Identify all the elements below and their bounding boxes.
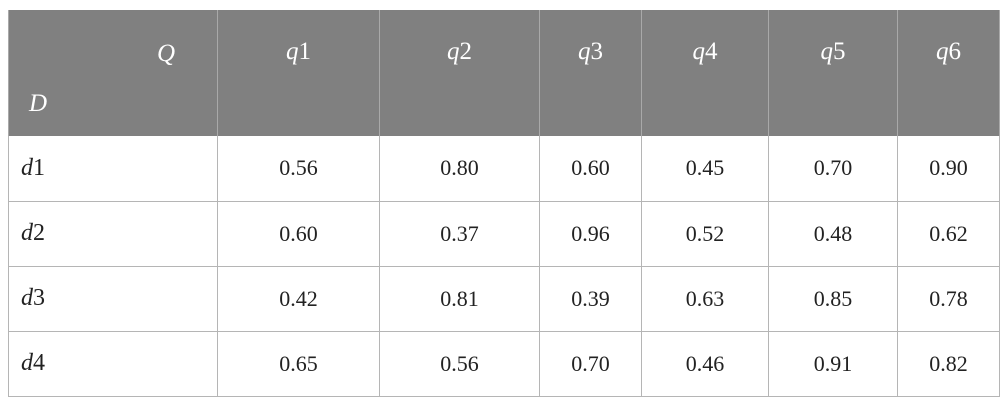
table-cell: 0.62 xyxy=(897,200,1000,267)
column-var: q xyxy=(286,38,299,65)
table-cell: 0.70 xyxy=(539,330,642,397)
table-cell: 0.52 xyxy=(641,200,769,267)
column-var: q xyxy=(578,38,591,65)
table-row-d3: d3 0.42 0.81 0.39 0.63 0.85 0.78 xyxy=(8,265,1000,332)
table-cell: 0.39 xyxy=(539,265,642,332)
column-index: 1 xyxy=(298,38,312,65)
column-header-q4: q4 xyxy=(641,10,769,136)
row-var: d xyxy=(21,154,33,181)
table-cell: 0.96 xyxy=(539,200,642,267)
column-index: 6 xyxy=(948,38,962,65)
column-header-q3: q3 xyxy=(539,10,642,136)
column-header-q1: q1 xyxy=(217,10,380,136)
header-row: Q D q1 q2 q3 q4 q5 q6 xyxy=(8,10,1000,136)
table-cell: 0.56 xyxy=(217,136,380,202)
table-cell: 0.63 xyxy=(641,265,769,332)
table-cell: 0.91 xyxy=(768,330,898,397)
row-index: 2 xyxy=(33,220,45,246)
column-header-q6: q6 xyxy=(897,10,1000,136)
column-index: 5 xyxy=(833,38,846,65)
column-index: 2 xyxy=(459,38,473,65)
table-cell: 0.90 xyxy=(897,136,1000,202)
table-cell: 0.56 xyxy=(379,330,540,397)
column-index: 4 xyxy=(705,38,718,65)
column-var: q xyxy=(936,38,949,65)
table-cell: 0.45 xyxy=(641,136,769,202)
row-index: 3 xyxy=(33,285,45,311)
table-cell: 0.70 xyxy=(768,136,898,202)
table-cell: 0.82 xyxy=(897,330,1000,397)
table-cell: 0.65 xyxy=(217,330,380,397)
row-header-d2: d2 xyxy=(8,200,218,267)
table-cell: 0.60 xyxy=(539,136,642,202)
table-row-d2: d2 0.60 0.37 0.96 0.52 0.48 0.62 xyxy=(8,200,1000,267)
row-header-d4: d4 xyxy=(8,330,218,397)
corner-q-label: Q xyxy=(156,40,175,67)
column-header-q5: q5 xyxy=(768,10,898,136)
row-var: d xyxy=(21,220,33,246)
table-cell: 0.80 xyxy=(379,136,540,202)
table-cell: 0.60 xyxy=(217,200,380,267)
column-index: 3 xyxy=(590,38,604,65)
corner-d-label: D xyxy=(29,90,48,117)
corner-header-cell: Q D xyxy=(8,10,218,136)
column-var: q xyxy=(447,38,460,65)
table-cell: 0.37 xyxy=(379,200,540,267)
table-row-d4: d4 0.65 0.56 0.70 0.46 0.91 0.82 xyxy=(8,330,1000,397)
row-index: 4 xyxy=(33,350,45,376)
table-cell: 0.85 xyxy=(768,265,898,332)
row-header-d1: d1 xyxy=(8,136,218,202)
table-cell: 0.42 xyxy=(217,265,380,332)
table-cell: 0.78 xyxy=(897,265,1000,332)
table-cell: 0.48 xyxy=(768,200,898,267)
row-index: 1 xyxy=(33,154,45,181)
column-var: q xyxy=(820,38,834,65)
table-cell: 0.81 xyxy=(379,265,540,332)
similarity-table: Q D q1 q2 q3 q4 q5 q6 d1 0.56 0.80 0.60 … xyxy=(8,10,1000,397)
row-var: d xyxy=(21,285,33,311)
table-row-d1: d1 0.56 0.80 0.60 0.45 0.70 0.90 xyxy=(8,136,1000,202)
row-var: d xyxy=(21,350,33,376)
column-var: q xyxy=(692,38,706,65)
row-header-d3: d3 xyxy=(8,265,218,332)
table-cell: 0.46 xyxy=(641,330,769,397)
table-container: Q D q1 q2 q3 q4 q5 q6 d1 0.56 0.80 0.60 … xyxy=(8,10,1000,397)
column-header-q2: q2 xyxy=(379,10,540,136)
